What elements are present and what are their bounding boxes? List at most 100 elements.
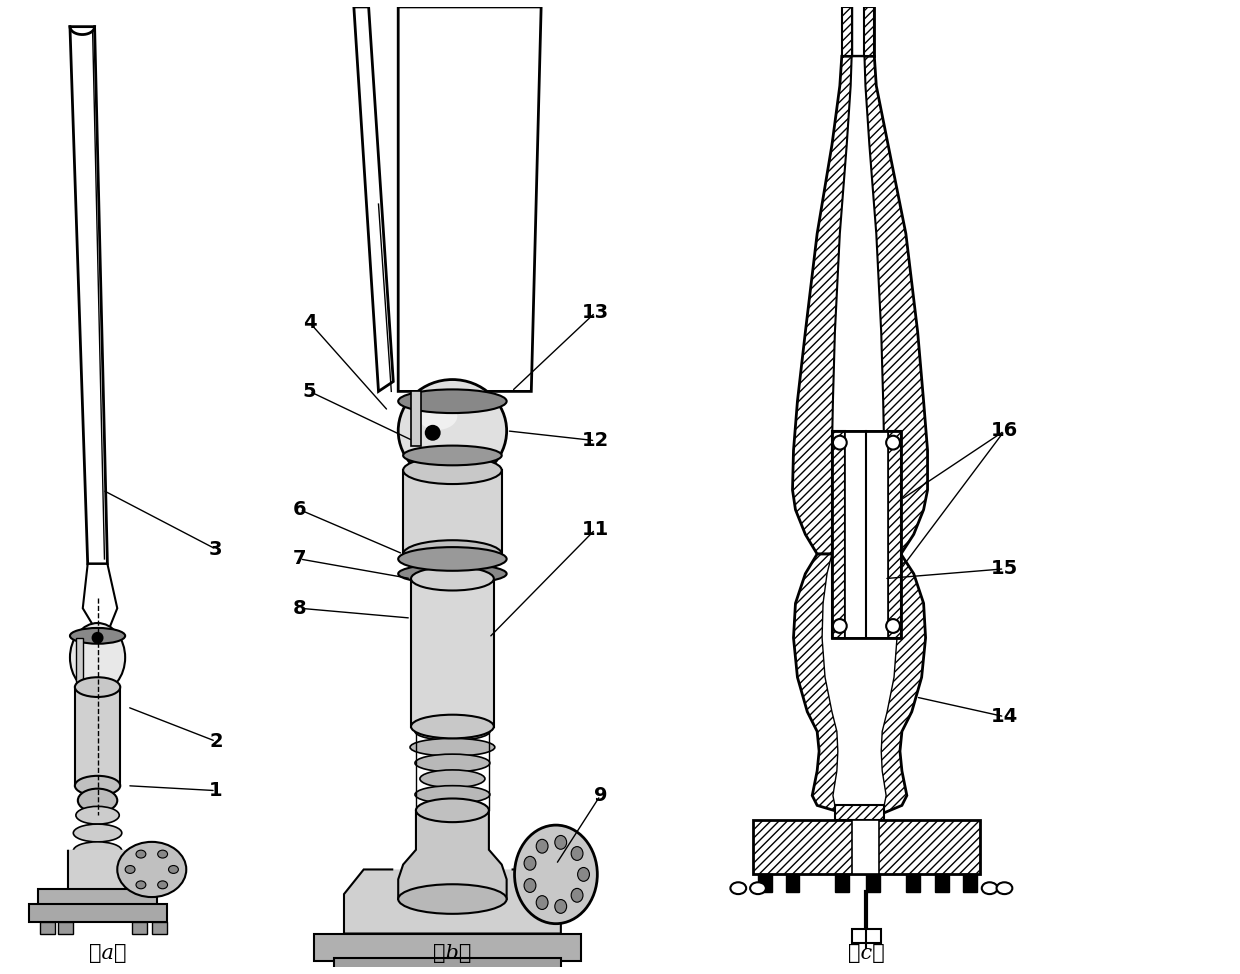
Ellipse shape [136, 850, 146, 858]
Ellipse shape [398, 884, 507, 914]
Polygon shape [83, 564, 118, 633]
Polygon shape [794, 554, 925, 820]
Bar [852, 928, 882, 944]
Ellipse shape [515, 825, 598, 923]
Text: 13: 13 [582, 303, 609, 322]
Ellipse shape [536, 896, 548, 910]
Ellipse shape [415, 754, 490, 771]
Text: 7: 7 [293, 549, 306, 569]
Ellipse shape [69, 623, 125, 693]
Bar [906, 875, 920, 892]
Ellipse shape [73, 824, 122, 842]
Polygon shape [835, 805, 884, 820]
Bar [410, 392, 420, 445]
Ellipse shape [410, 567, 494, 590]
Text: 4: 4 [303, 313, 316, 332]
Ellipse shape [572, 846, 583, 860]
Bar [315, 933, 580, 961]
Bar [844, 431, 888, 638]
Ellipse shape [750, 882, 766, 894]
Bar [76, 638, 83, 682]
Bar [758, 875, 771, 892]
Polygon shape [832, 56, 884, 554]
Text: 5: 5 [303, 382, 316, 401]
Text: 3: 3 [210, 540, 223, 559]
Ellipse shape [403, 541, 502, 568]
Ellipse shape [730, 882, 746, 894]
Text: 9: 9 [594, 786, 608, 805]
Ellipse shape [578, 868, 589, 881]
Ellipse shape [887, 619, 900, 633]
Ellipse shape [425, 426, 440, 439]
Bar [41, 921, 55, 933]
Text: （b）: （b） [433, 944, 471, 962]
Bar [29, 904, 166, 921]
Polygon shape [69, 26, 108, 564]
Ellipse shape [403, 457, 502, 484]
Ellipse shape [136, 880, 146, 889]
Bar [852, 820, 879, 875]
Bar [38, 889, 156, 909]
Bar [334, 958, 560, 974]
Ellipse shape [157, 850, 167, 858]
Ellipse shape [410, 715, 494, 738]
Text: 1: 1 [210, 781, 223, 800]
Text: 16: 16 [991, 422, 1018, 440]
Bar [935, 875, 950, 892]
Polygon shape [398, 810, 507, 899]
Ellipse shape [525, 856, 536, 870]
Polygon shape [343, 870, 560, 933]
Polygon shape [353, 7, 393, 392]
Ellipse shape [415, 799, 489, 822]
Ellipse shape [833, 619, 847, 633]
Ellipse shape [554, 836, 567, 849]
Ellipse shape [76, 806, 119, 824]
Bar [131, 921, 146, 933]
Ellipse shape [398, 380, 507, 482]
Bar [58, 921, 73, 933]
Text: （a）: （a） [89, 944, 126, 962]
Ellipse shape [93, 633, 103, 643]
Text: 14: 14 [991, 707, 1018, 727]
Text: 8: 8 [293, 599, 306, 618]
Polygon shape [842, 7, 852, 56]
Ellipse shape [415, 786, 490, 804]
Ellipse shape [572, 888, 583, 902]
Ellipse shape [997, 882, 1012, 894]
Polygon shape [753, 820, 980, 875]
Text: 2: 2 [210, 731, 223, 751]
Bar [151, 921, 166, 933]
Ellipse shape [415, 723, 490, 740]
Bar [832, 431, 901, 638]
Bar [867, 875, 880, 892]
Ellipse shape [554, 900, 567, 914]
Ellipse shape [169, 866, 179, 874]
Bar [403, 470, 502, 554]
Ellipse shape [74, 677, 120, 697]
Ellipse shape [74, 776, 120, 796]
Ellipse shape [118, 842, 186, 897]
Ellipse shape [125, 866, 135, 874]
Ellipse shape [398, 564, 507, 583]
Text: （c）: （c） [848, 944, 885, 962]
Text: 6: 6 [293, 501, 306, 519]
Ellipse shape [887, 435, 900, 450]
Bar [786, 875, 800, 892]
Bar [74, 687, 120, 786]
Ellipse shape [73, 842, 122, 860]
Polygon shape [864, 7, 874, 56]
Ellipse shape [403, 445, 502, 466]
Polygon shape [822, 554, 897, 813]
Ellipse shape [833, 435, 847, 450]
Polygon shape [398, 7, 541, 392]
Polygon shape [832, 431, 844, 638]
Ellipse shape [398, 390, 507, 413]
Ellipse shape [69, 628, 125, 644]
Bar [963, 875, 977, 892]
Bar [835, 875, 848, 892]
Bar [410, 579, 494, 727]
Ellipse shape [536, 840, 548, 853]
Polygon shape [888, 431, 901, 638]
Ellipse shape [398, 547, 507, 571]
Text: 11: 11 [582, 520, 609, 539]
